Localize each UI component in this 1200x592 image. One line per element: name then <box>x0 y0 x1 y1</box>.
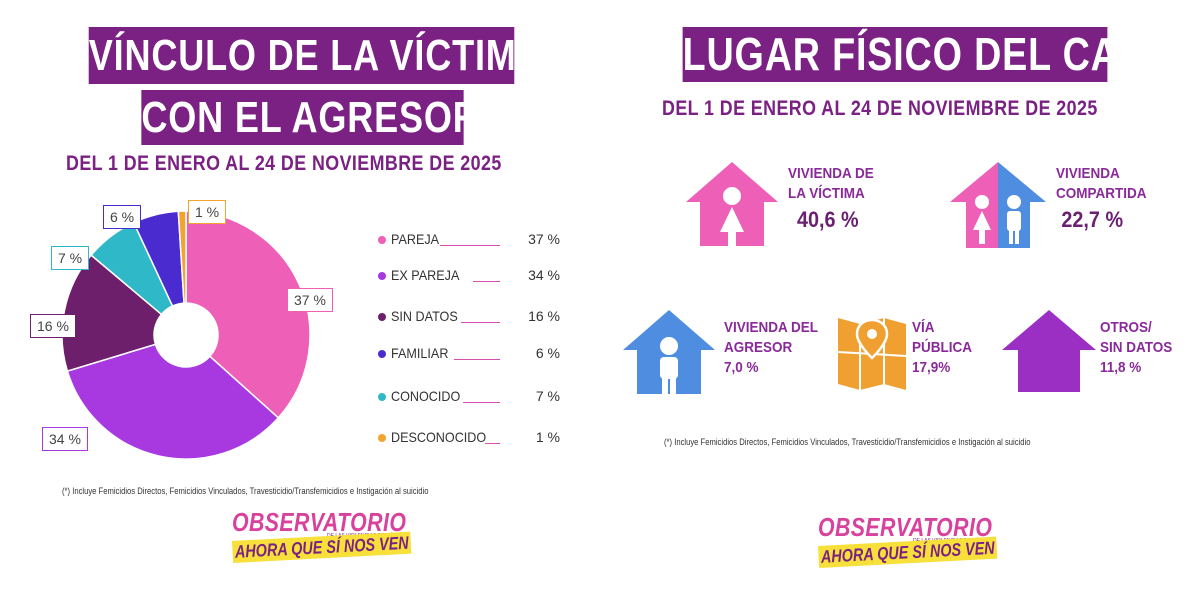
place-vivienda-agresor: VIVIENDA DEL AGRESOR 7,0 % <box>724 318 818 378</box>
legend-item-conocido: CONOCIDO 7 % <box>378 386 568 408</box>
place-label-line2: COMPARTIDA <box>1056 185 1147 202</box>
legend-item-familiar: FAMILIAR 6 % <box>378 343 568 365</box>
left-title-line1: VÍNCULO DE LA VÍCTIMA <box>88 27 543 84</box>
legend-label: FAMILIAR <box>391 345 449 361</box>
slice-label-familiar: 6 % <box>103 205 142 229</box>
map-pin-icon <box>837 318 907 390</box>
place-value: 40,6 % <box>797 207 859 232</box>
place-value: 22,7 % <box>1061 207 1124 232</box>
house-woman-icon <box>686 162 778 246</box>
slice-ex-pareja <box>66 343 280 460</box>
legend-label: EX PAREJA <box>391 267 460 283</box>
legend-dot <box>378 350 386 358</box>
place-label-line2: PÚBLICA <box>912 339 973 356</box>
logo-title: OBSERVATORIO <box>232 507 407 537</box>
legend-line <box>485 443 500 444</box>
legend-value: 37 % <box>528 231 560 247</box>
house-purple-icon <box>1002 310 1096 392</box>
place-label-line1: OTROS/ <box>1100 319 1152 336</box>
place-label-line2: LA VÍCTIMA <box>788 185 865 202</box>
observatorio-logo: OBSERVATORIO DE LAS VIOLENCIAS DE GÉNERO… <box>818 512 998 572</box>
legend-label: SIN DATOS <box>391 308 458 324</box>
legend-line <box>454 359 500 360</box>
legend-dot <box>378 313 386 321</box>
place-label-line1: VIVIENDA DEL <box>724 319 819 336</box>
legend-line <box>461 322 500 323</box>
legend-value: 1 % <box>535 429 560 445</box>
place-label-line1: VÍA <box>912 319 935 336</box>
legend-value: 16 % <box>528 308 560 324</box>
legend-label: DESCONOCIDO <box>391 429 487 445</box>
place-otros-sin-datos: OTROS/ SIN DATOS 11,8 % <box>1100 318 1172 378</box>
legend-label: CONOCIDO <box>391 388 461 404</box>
logo-title: OBSERVATORIO <box>818 512 993 542</box>
slice-label-desconocido: 1 % <box>188 200 227 224</box>
place-label-line1: VIVIENDA DE <box>788 165 874 182</box>
legend-line <box>473 281 500 282</box>
left-subtitle: DEL 1 DE ENERO AL 24 DE NOVIEMBRE DE 202… <box>66 152 502 175</box>
place-label-line2: SIN DATOS <box>1100 339 1173 356</box>
slice-label-sin-datos: 16 % <box>30 314 76 338</box>
slice-label-conocido: 7 % <box>51 246 90 270</box>
legend-line <box>463 402 500 403</box>
legend-item-ex-pareja: EX PAREJA 34 % <box>378 265 568 287</box>
legend-line <box>440 245 500 246</box>
legend-item-pareja: PAREJA 37 % <box>378 229 568 251</box>
right-footnote: (*) Incluye Femicidios Directos, Femicid… <box>664 437 1031 447</box>
donut-chart <box>61 210 311 460</box>
place-value: 11,8 % <box>1100 359 1142 376</box>
legend-value: 6 % <box>535 345 560 361</box>
house-couple-icon <box>950 162 1046 248</box>
right-title: LUGAR FÍSICO DEL CASO <box>682 27 1175 82</box>
left-title-line2: CON EL AGRESOR <box>141 90 479 145</box>
observatorio-logo: OBSERVATORIO DE LAS VIOLENCIAS DE GÉNERO… <box>232 507 412 567</box>
legend-item-sin-datos: SIN DATOS 16 % <box>378 306 568 328</box>
house-man-icon <box>623 310 715 394</box>
place-label-line1: VIVIENDA <box>1056 165 1120 182</box>
left-footnote: (*) Incluye Femicidios Directos, Femicid… <box>62 486 429 496</box>
place-label-line2: AGRESOR <box>724 339 793 356</box>
legend-value: 7 % <box>535 388 560 404</box>
place-vivienda-compartida: VIVIENDA COMPARTIDA 22,7 % <box>1056 164 1147 232</box>
place-via-publica: VÍA PÚBLICA 17,9% <box>912 318 972 378</box>
legend-dot <box>378 393 386 401</box>
slice-desconocido <box>177 210 187 304</box>
legend-item-desconocido: DESCONOCIDO 1 % <box>378 427 568 449</box>
place-value: 7,0 % <box>724 359 759 376</box>
legend-dot <box>378 272 386 280</box>
right-subtitle: DEL 1 DE ENERO AL 24 DE NOVIEMBRE DE 202… <box>662 97 1098 120</box>
place-vivienda-victima: VIVIENDA DE LA VÍCTIMA 40,6 % <box>788 164 874 232</box>
slice-label-pareja: 37 % <box>287 288 333 312</box>
legend-dot <box>378 434 386 442</box>
slice-pareja <box>185 210 311 419</box>
slice-label-ex-pareja: 34 % <box>42 427 88 451</box>
legend-label: PAREJA <box>391 231 440 247</box>
legend-dot <box>378 236 386 244</box>
place-value: 17,9% <box>912 359 951 376</box>
legend-value: 34 % <box>528 267 560 283</box>
